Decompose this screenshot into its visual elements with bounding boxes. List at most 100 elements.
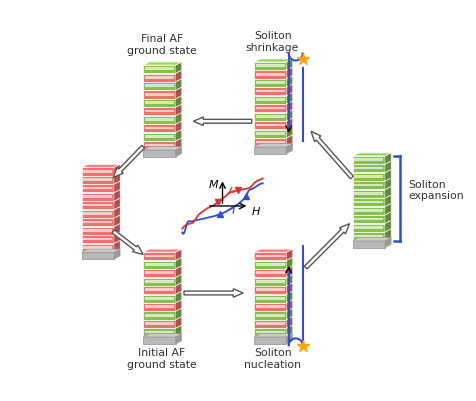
- Polygon shape: [384, 161, 390, 172]
- Polygon shape: [114, 215, 120, 227]
- Bar: [254, 328, 286, 336]
- Bar: [352, 207, 384, 215]
- Polygon shape: [286, 67, 292, 79]
- Polygon shape: [175, 87, 181, 99]
- Bar: [255, 64, 284, 67]
- Bar: [143, 99, 175, 107]
- Bar: [81, 184, 114, 192]
- Bar: [254, 286, 286, 294]
- Bar: [144, 306, 174, 308]
- Polygon shape: [175, 71, 181, 82]
- Bar: [83, 212, 112, 215]
- Bar: [144, 263, 174, 266]
- Bar: [81, 168, 114, 176]
- Polygon shape: [286, 300, 292, 311]
- Bar: [81, 227, 114, 235]
- Polygon shape: [175, 104, 181, 115]
- FancyArrow shape: [184, 289, 243, 297]
- Bar: [143, 312, 175, 320]
- Polygon shape: [143, 62, 181, 65]
- Bar: [81, 235, 114, 243]
- Bar: [352, 190, 384, 198]
- Bar: [143, 141, 175, 150]
- Bar: [255, 73, 284, 75]
- Bar: [83, 187, 112, 190]
- Bar: [254, 130, 286, 138]
- Bar: [254, 337, 286, 344]
- Bar: [144, 144, 174, 146]
- Polygon shape: [286, 325, 292, 336]
- Bar: [354, 200, 383, 203]
- Polygon shape: [81, 249, 120, 252]
- FancyArrow shape: [304, 224, 349, 269]
- Bar: [83, 229, 112, 232]
- Bar: [254, 121, 286, 130]
- Bar: [352, 156, 384, 164]
- Polygon shape: [254, 144, 292, 147]
- Bar: [83, 204, 112, 207]
- Bar: [144, 101, 174, 104]
- Text: H: H: [251, 207, 259, 217]
- Bar: [255, 98, 284, 101]
- Polygon shape: [114, 173, 120, 184]
- Bar: [254, 269, 286, 277]
- Bar: [352, 181, 384, 189]
- Polygon shape: [384, 204, 390, 215]
- Polygon shape: [175, 317, 181, 328]
- Bar: [254, 87, 286, 95]
- Polygon shape: [175, 113, 181, 124]
- Bar: [144, 255, 174, 257]
- Polygon shape: [384, 237, 390, 247]
- Polygon shape: [286, 110, 292, 121]
- Bar: [255, 141, 284, 143]
- Bar: [144, 93, 174, 95]
- Bar: [354, 175, 383, 178]
- FancyArrow shape: [193, 117, 251, 126]
- Bar: [83, 170, 112, 172]
- Polygon shape: [114, 198, 120, 209]
- Bar: [143, 286, 175, 294]
- Bar: [255, 107, 284, 109]
- Bar: [255, 288, 284, 291]
- Polygon shape: [143, 147, 181, 150]
- Bar: [354, 226, 383, 229]
- Polygon shape: [254, 59, 292, 62]
- Bar: [352, 215, 384, 223]
- Text: Final AF
ground state: Final AF ground state: [127, 34, 196, 56]
- Bar: [352, 164, 384, 172]
- Polygon shape: [114, 232, 120, 243]
- Bar: [352, 198, 384, 207]
- Bar: [144, 297, 174, 300]
- Text: M: M: [208, 180, 218, 190]
- Bar: [144, 118, 174, 121]
- Bar: [143, 150, 175, 157]
- Polygon shape: [384, 170, 390, 181]
- Polygon shape: [175, 325, 181, 336]
- Bar: [83, 178, 112, 181]
- Polygon shape: [286, 93, 292, 104]
- Bar: [144, 135, 174, 138]
- Bar: [254, 252, 286, 260]
- Polygon shape: [175, 308, 181, 320]
- Bar: [143, 328, 175, 336]
- Bar: [255, 297, 284, 300]
- Bar: [254, 294, 286, 303]
- Bar: [143, 82, 175, 90]
- Bar: [255, 255, 284, 257]
- Bar: [255, 115, 284, 118]
- Bar: [255, 306, 284, 308]
- Bar: [143, 252, 175, 260]
- Bar: [255, 322, 284, 325]
- FancyArrow shape: [113, 145, 144, 178]
- Polygon shape: [286, 275, 292, 286]
- Bar: [143, 294, 175, 303]
- Polygon shape: [254, 249, 292, 252]
- Text: Soliton
nucleation: Soliton nucleation: [244, 348, 300, 370]
- Polygon shape: [384, 195, 390, 207]
- Bar: [254, 62, 286, 70]
- Bar: [254, 79, 286, 87]
- Bar: [255, 271, 284, 274]
- Bar: [352, 232, 384, 240]
- Polygon shape: [286, 283, 292, 294]
- Polygon shape: [175, 121, 181, 132]
